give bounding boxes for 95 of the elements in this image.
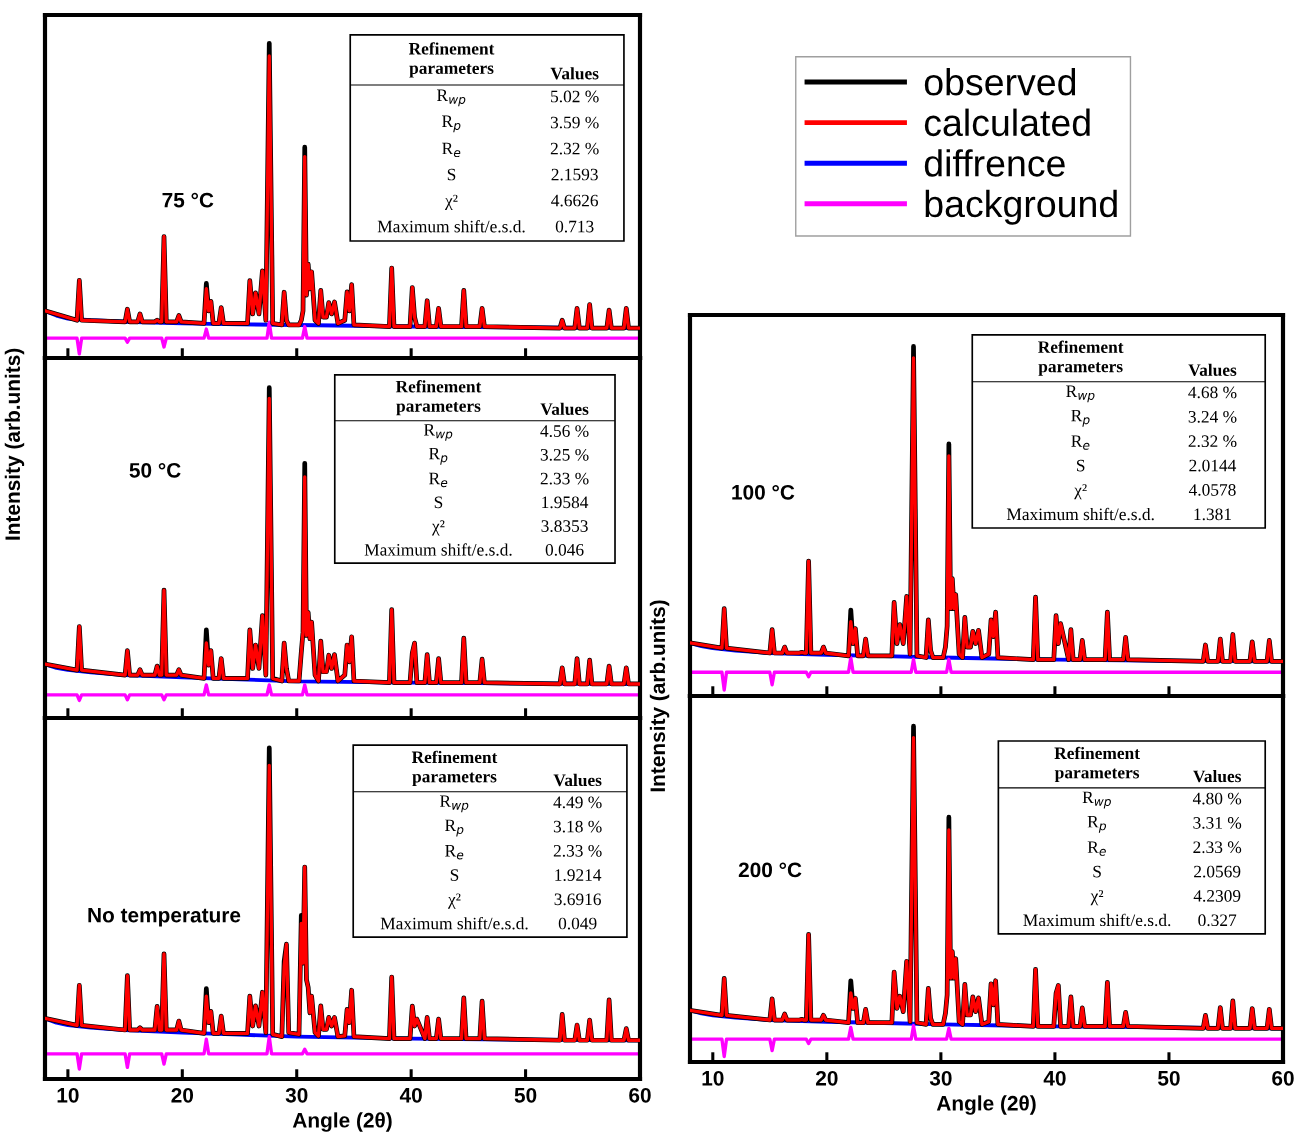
annotation: 5.02 % [551,90,599,103]
annotation: 2.0144 [1189,459,1237,472]
x-tick-label: 50 [1158,1070,1180,1086]
annotation: Refinement parameters [1054,746,1140,782]
annotation: R$_{wp}$ [1082,791,1111,809]
x-axis-title: Angle (2θ) [936,1095,1036,1115]
annotation: 3.24 % [1188,410,1237,423]
annotation: 2.0569 [1194,865,1241,878]
annotation: 3.18 % [553,820,602,833]
x-tick-label: 30 [929,1070,952,1086]
annotation: Maximum shift/e.s.d. [377,219,525,233]
annotation: R$_{p}$ [445,819,464,837]
annotation: 4.80 % [1192,792,1242,805]
annotation: 0.046 [545,543,584,556]
annotation: 3.31 % [1193,817,1242,829]
annotation: 3.25 % [540,448,589,461]
annotation: No temperature [88,907,241,927]
annotation: Refinement parameters [411,750,498,786]
annotation: Values [1193,769,1242,783]
annotation: R$_{e}$ [445,845,464,860]
x-tick-label: 20 [815,1070,838,1086]
x-tick-label: 10 [702,1070,724,1086]
annotation: R$_{p}$ [442,115,461,133]
x-tick-label: 60 [629,1087,651,1103]
annotation: 4.56 % [540,425,589,437]
x-tick-label: 20 [171,1087,194,1103]
legend-label: background [925,189,1117,225]
annotation: χ² [445,194,458,210]
x-tick-label: 10 [57,1087,79,1103]
annotation: 3.59 % [550,116,599,129]
annotation: 3.6916 [554,893,601,906]
annotation: R$_{p}$ [428,447,448,465]
annotation: 2.33 % [553,844,602,857]
legend-label: observed [924,68,1076,96]
y-axis-title: Intensity (arb.units) [649,600,670,792]
annotation: Values [550,67,599,80]
annotation: Maximum shift/e.s.d. [1023,913,1171,927]
annotation: R$_{wp}$ [439,795,469,813]
x-tick-label: 40 [1043,1070,1066,1086]
annotation: Refinement parameters [408,42,495,78]
annotation: 100 °C [732,484,795,500]
x-tick-label: 60 [1272,1070,1294,1086]
annotation: 1.9584 [542,496,589,509]
annotation: 2.32 % [1188,435,1237,448]
annotation: 2.1593 [551,168,598,181]
annotation: 4.49 % [553,796,602,809]
annotation: 0.327 [1198,914,1237,927]
annotation: χ² [1074,484,1087,500]
annotation: 4.0578 [1188,484,1236,496]
legend-label: calculated [924,108,1090,137]
annotation: 50 °C [129,462,181,478]
annotation: S [1076,459,1085,472]
annotation: R$_{e}$ [1071,435,1090,450]
annotation: χ² [448,893,461,909]
annotation: 4.2309 [1193,890,1241,902]
annotation: Maximum shift/e.s.d. [380,916,528,930]
legend-label: diffrence [924,149,1065,177]
annotation: 1.9214 [555,869,602,881]
annotation: 0.713 [555,220,594,233]
x-tick-label: 30 [285,1087,308,1103]
annotation: S [434,496,443,509]
annotation: S [1093,865,1101,878]
x-tick-label: 40 [399,1087,422,1103]
y-axis-title: Intensity (arb.units) [4,348,25,540]
annotation: 2.32 % [550,142,599,155]
annotation: Values [540,402,589,416]
annotation: Refinement parameters [395,380,482,416]
annotation: Values [1188,363,1237,377]
annotation: 200 °C [738,862,802,878]
annotation: 3.8353 [541,520,588,532]
annotation: S [447,168,456,181]
x-tick-label: 50 [514,1087,537,1103]
annotation: R$_{e}$ [1087,841,1106,856]
annotation: R$_{wp}$ [423,424,453,441]
annotation: 4.68 % [1188,386,1237,399]
annotation: 1.381 [1194,508,1231,521]
annotation: χ² [1090,890,1104,906]
annotation: 2.33 % [1193,841,1242,854]
annotation: Maximum shift/e.s.d. [364,543,512,556]
annotation: R$_{p}$ [1087,815,1107,833]
annotation: R$_{p}$ [1071,409,1090,427]
annotation: R$_{e}$ [429,472,448,488]
annotation: χ² [431,520,445,536]
annotation: R$_{wp}$ [1066,385,1095,403]
annotation: R$_{e}$ [442,142,461,158]
annotation: S [450,869,459,881]
annotation: Refinement parameters [1038,340,1124,376]
annotation: 2.33 % [540,472,589,485]
annotation: Maximum shift/e.s.d. [1006,507,1154,521]
annotation: R$_{wp}$ [436,89,466,107]
x-axis-title: Angle (2θ) [292,1112,392,1132]
annotation: Values [553,773,602,787]
annotation: 4.6626 [551,194,599,207]
annotation: 75 °C [162,192,214,208]
annotation: 0.049 [558,917,597,930]
